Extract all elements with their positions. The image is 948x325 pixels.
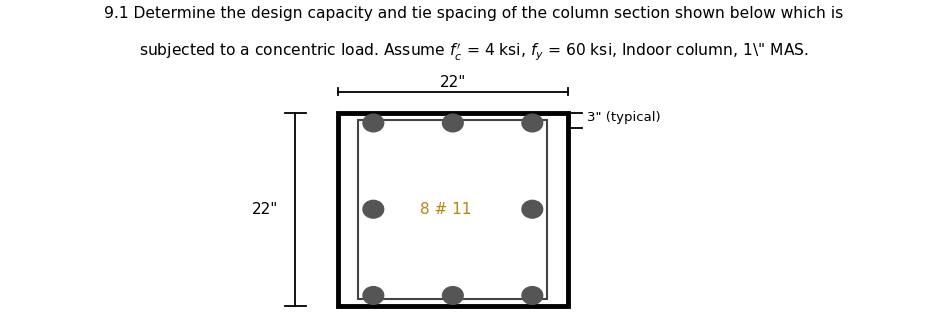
Bar (337, 112, 568, 306)
Ellipse shape (363, 287, 384, 304)
Text: 3" (typical): 3" (typical) (587, 111, 661, 124)
Ellipse shape (522, 114, 542, 132)
Text: 8 # 11: 8 # 11 (420, 202, 471, 217)
Text: 22": 22" (440, 75, 466, 90)
Text: subjected to a concentric load. Assume $f_c^{\prime}$ = 4 ksi, $f_y$ = 60 ksi, I: subjected to a concentric load. Assume $… (139, 42, 809, 63)
Text: 22": 22" (252, 202, 279, 217)
Text: 9.1 Determine the design capacity and tie spacing of the column section shown be: 9.1 Determine the design capacity and ti… (104, 6, 844, 21)
Ellipse shape (363, 114, 384, 132)
Ellipse shape (522, 287, 542, 304)
Ellipse shape (443, 114, 464, 132)
Ellipse shape (363, 200, 384, 218)
Ellipse shape (443, 287, 464, 304)
Bar (358, 120, 547, 299)
Ellipse shape (522, 200, 542, 218)
